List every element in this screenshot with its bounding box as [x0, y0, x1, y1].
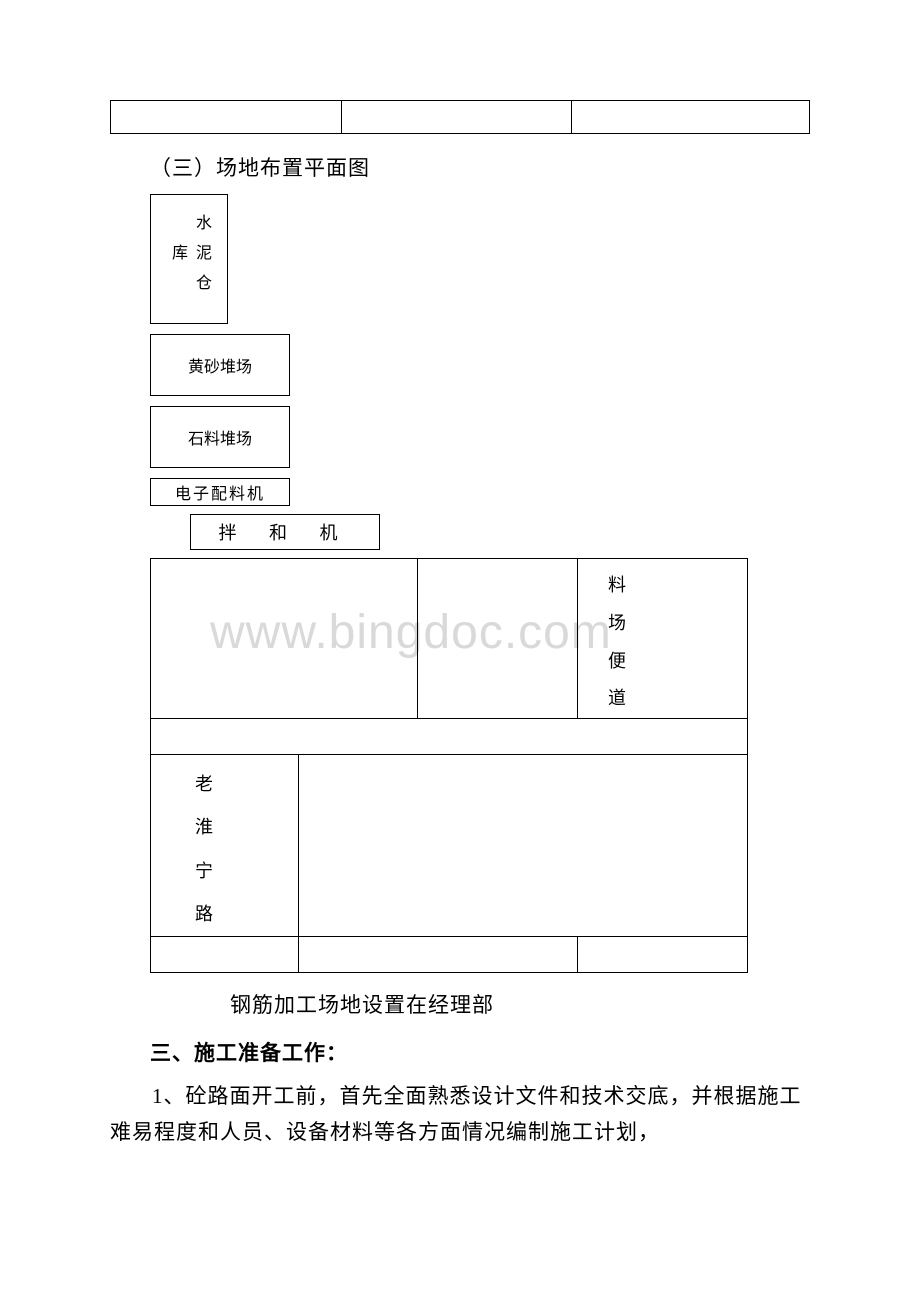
- lower-cell: [151, 719, 748, 755]
- top-table-cell: [111, 101, 342, 134]
- lower-cell: [299, 755, 748, 937]
- diagram-caption: 钢筋加工场地设置在经理部: [230, 989, 810, 1019]
- stone-yard-box: 石料堆场: [150, 406, 290, 468]
- site-layout-diagram: 水泥仓库 黄砂堆场 石料堆场 电子配料机 拌 和 机 料 场: [150, 194, 810, 973]
- sand-yard-box: 黄砂堆场: [150, 334, 290, 396]
- top-empty-table: [110, 100, 810, 134]
- lower-cell: [418, 559, 578, 719]
- sand-yard-label: 黄砂堆场: [188, 353, 252, 377]
- lower-cell: [299, 936, 578, 972]
- section-3-title: 三、施工准备工作：: [150, 1037, 810, 1067]
- passage-cell: 料 场 便 道: [578, 559, 748, 719]
- road-char: 老: [195, 763, 298, 806]
- feeder-box: 电子配料机: [150, 478, 290, 506]
- lower-cell: [578, 936, 748, 972]
- feeder-label: 电子配料机: [175, 480, 265, 504]
- top-table-cell: [341, 101, 572, 134]
- lower-cell: [151, 936, 299, 972]
- paragraph-1: 1、砼路面开工前，首先全面熟悉设计文件和技术交底，并根据施工难易程度和人员、设备…: [110, 1079, 810, 1150]
- passage-char: 料: [608, 567, 747, 605]
- mixer-label: 拌 和 机: [219, 519, 352, 545]
- passage-char: 场: [608, 605, 747, 643]
- site-layout-heading: （三）场地布置平面图: [150, 152, 810, 182]
- lower-layout-table: 料 场 便 道 老 淮 宁 路: [150, 558, 748, 973]
- road-cell: 老 淮 宁 路: [151, 755, 299, 937]
- cement-warehouse-box: 水泥仓库: [150, 194, 228, 324]
- top-table-cell: [572, 101, 810, 134]
- passage-char: 道: [608, 680, 747, 718]
- stone-yard-label: 石料堆场: [188, 425, 252, 449]
- passage-char: 便: [608, 643, 747, 681]
- road-char: 路: [195, 893, 298, 936]
- cement-warehouse-label: 水泥仓库: [165, 195, 213, 323]
- lower-cell: [151, 559, 418, 719]
- road-char: 宁: [195, 850, 298, 893]
- mixer-box: 拌 和 机: [190, 514, 380, 550]
- road-char: 淮: [195, 806, 298, 849]
